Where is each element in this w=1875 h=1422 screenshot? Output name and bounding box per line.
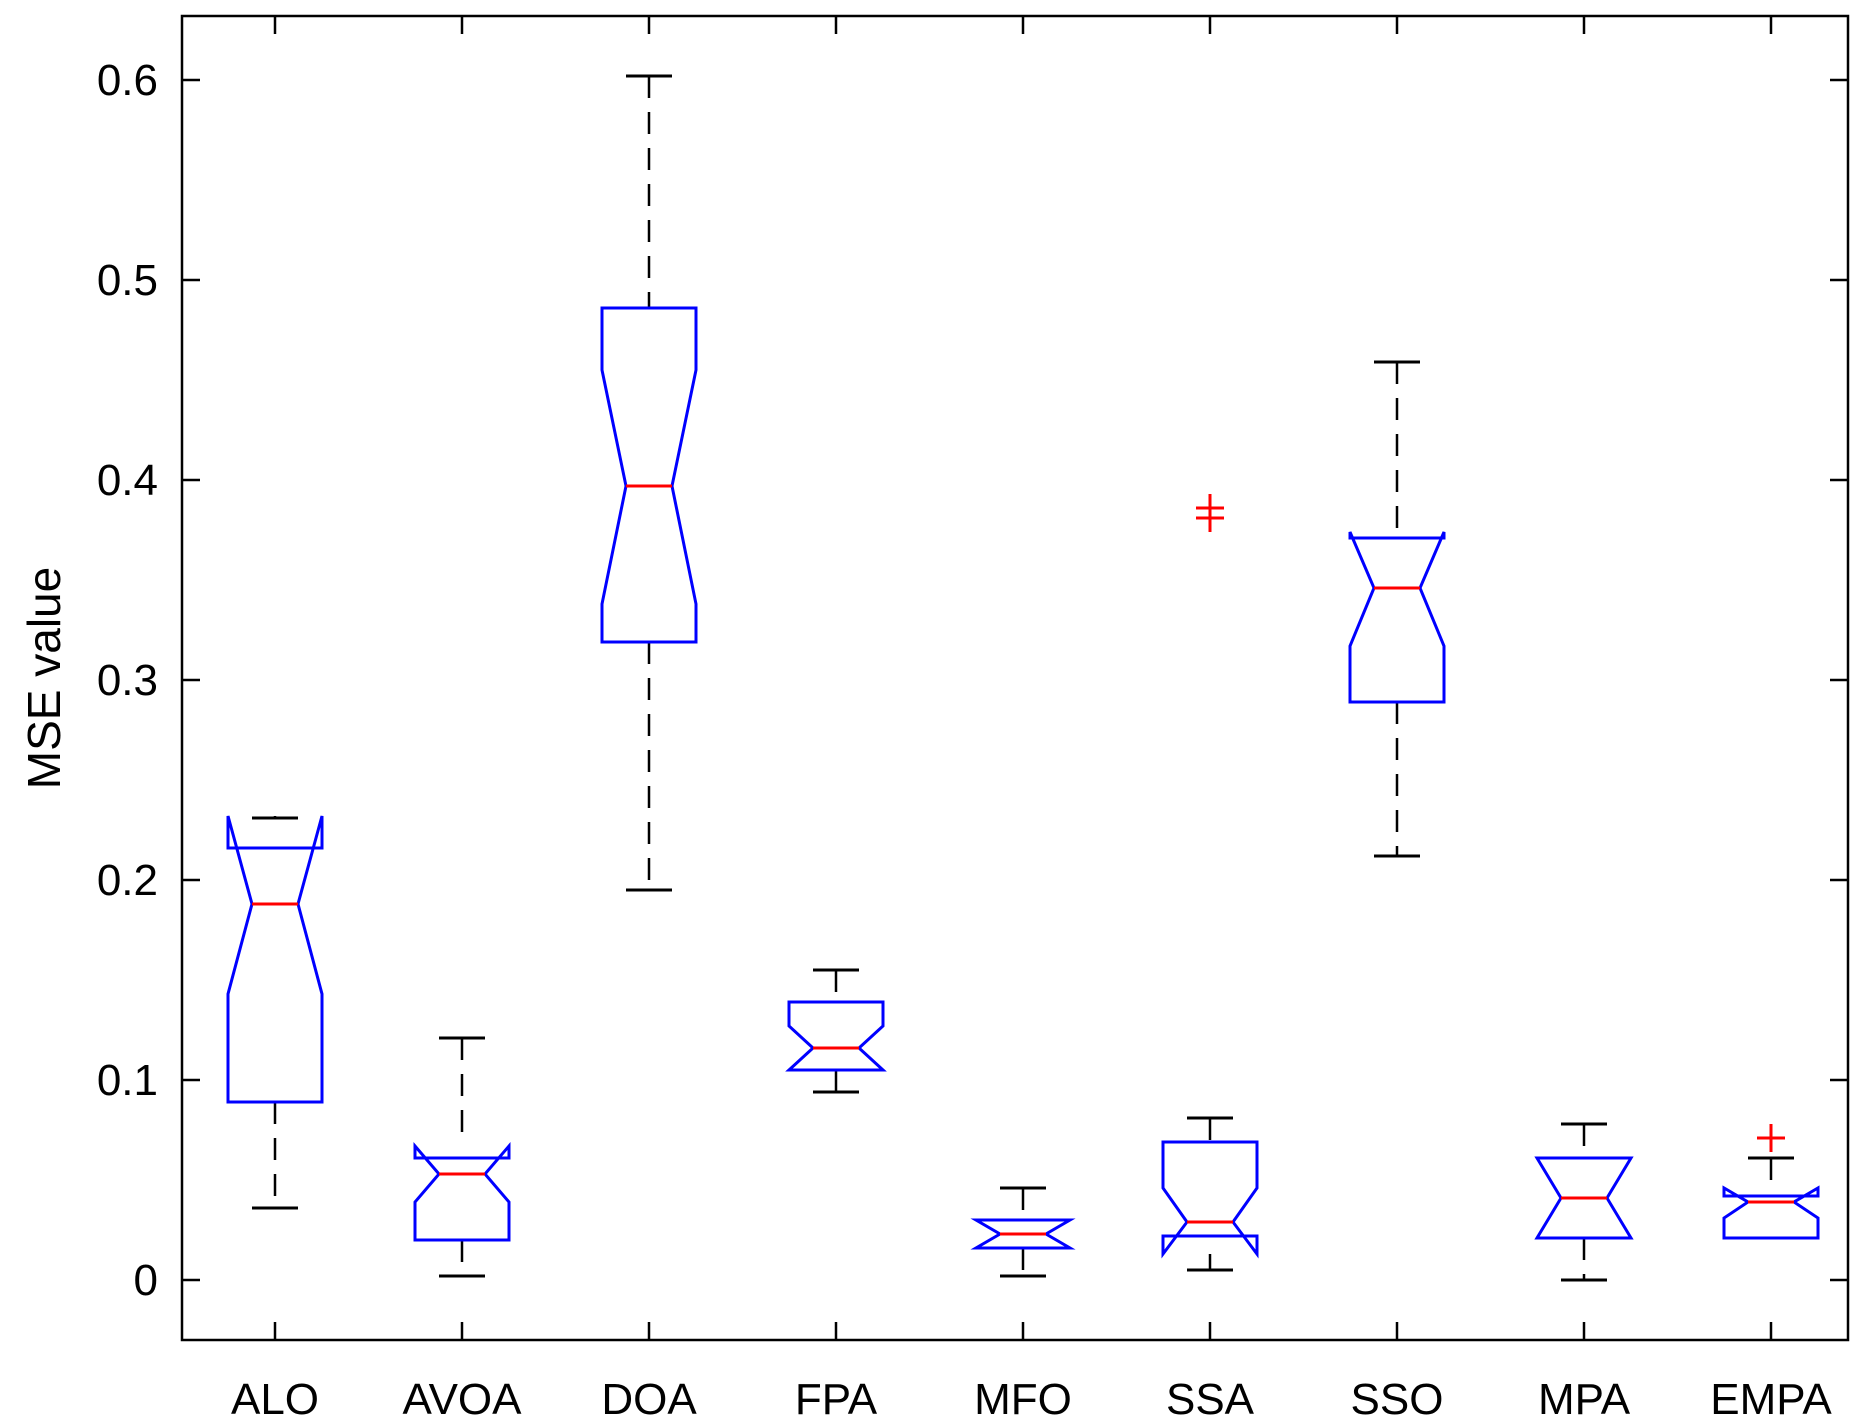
y-tick-label: 0.1 [97, 1056, 158, 1105]
x-tick-label: MPA [1538, 1375, 1631, 1422]
x-tick-label: AVOA [402, 1375, 522, 1422]
box-alo [226, 815, 324, 1210]
axis-ticks: 0 0.1 0.2 0.3 0.4 0.5 0.6 ALO AVOA DOA FPA MFO SSA SS… [97, 16, 1848, 1422]
outlier-marker [1757, 1124, 1785, 1152]
notched-box [600, 306, 698, 644]
x-tick-label: EMPA [1710, 1375, 1832, 1422]
y-tick-label: 0 [134, 1256, 158, 1305]
box-fpa [785, 968, 887, 1094]
outlier-marker [1196, 494, 1224, 522]
y-axis-label-group: MSE value [18, 567, 70, 789]
axes-box [180, 14, 1850, 1342]
axes-frame [180, 14, 1850, 1342]
notched-box [1722, 1185, 1820, 1240]
y-tick-label: 0.5 [97, 256, 158, 305]
y-tick-label: 0.6 [97, 56, 158, 105]
y-axis-label: MSE value [18, 567, 70, 789]
y-tick-label: 0.4 [97, 456, 158, 505]
box-plots [226, 74, 1820, 1282]
box-ssa [1161, 494, 1259, 1272]
box-empa [1722, 1124, 1820, 1240]
notched-box [226, 815, 324, 1104]
y-tick-label: 0.3 [97, 656, 158, 705]
y-tick-label: 0.2 [97, 856, 158, 905]
notched-box [1348, 531, 1446, 704]
box-sso [1348, 360, 1446, 858]
box-doa [600, 74, 698, 892]
x-tick-label: SSA [1166, 1375, 1255, 1422]
x-tick-label: ALO [231, 1375, 319, 1422]
box-mpa [1534, 1122, 1634, 1282]
x-tick-label: MFO [974, 1375, 1072, 1422]
notched-box [785, 1000, 887, 1072]
box-avoa [413, 1036, 511, 1278]
notched-box [1161, 1140, 1259, 1259]
notched-box [413, 1141, 511, 1242]
x-tick-label: DOA [601, 1375, 697, 1422]
x-tick-label: SSO [1351, 1375, 1444, 1422]
x-tick-label: FPA [795, 1375, 878, 1422]
box-mfo [970, 1186, 1076, 1278]
